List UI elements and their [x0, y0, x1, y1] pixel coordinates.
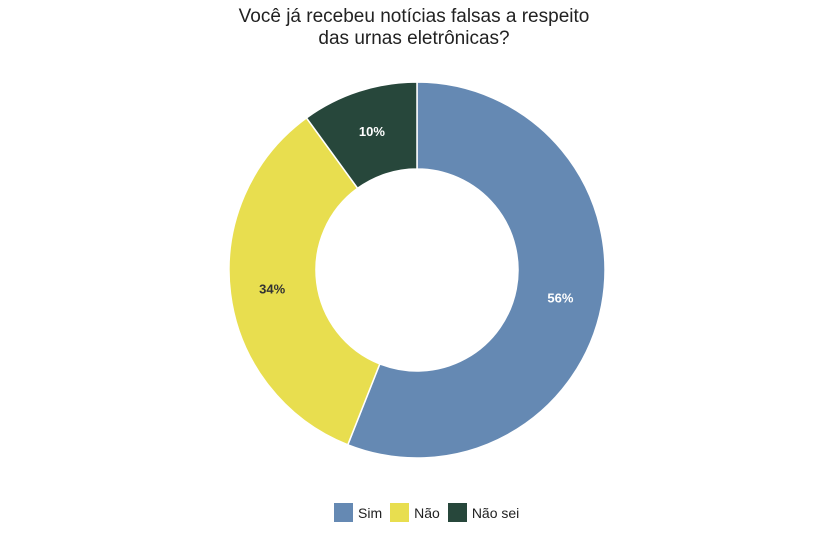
title-line-1: Você já recebeu notícias falsas a respei… — [238, 6, 590, 27]
legend-item-sim: Sim — [334, 503, 382, 522]
legend-label-nao: Não — [414, 504, 440, 521]
legend-label-nao-sei: Não sei — [471, 504, 520, 521]
slice-nao-sei — [305, 81, 418, 190]
chart-title: Você já recebeu notícias falsas a respei… — [0, 6, 828, 50]
title-line-2: das urnas eletrônicas? — [318, 28, 510, 49]
slice-nao — [228, 116, 381, 446]
data-label-sim: 56% — [547, 290, 573, 305]
data-label-nao-sei: 10% — [359, 124, 385, 139]
slice-sim — [346, 81, 606, 459]
legend-swatch-nao — [390, 503, 410, 522]
legend-label-sim: Sim — [358, 504, 383, 521]
legend-item-nao: Não — [390, 503, 440, 522]
legend-swatch-sim — [334, 503, 353, 522]
legend-item-nao-sei: Não sei — [447, 503, 520, 522]
data-label-nao: 34% — [259, 281, 285, 296]
legend: Sim Não Não sei — [334, 503, 527, 522]
legend-swatch-nao-sei — [447, 503, 467, 522]
